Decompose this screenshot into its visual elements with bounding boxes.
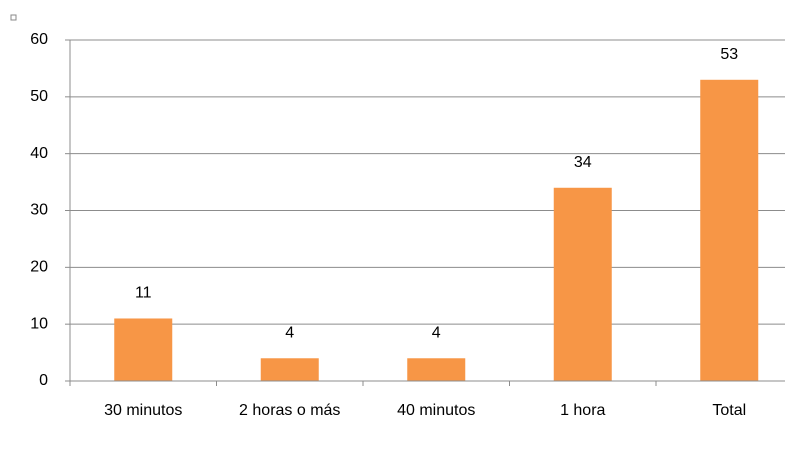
y-tick-label: 0 <box>39 372 48 389</box>
x-tick-label: 2 horas o más <box>239 402 341 419</box>
x-tick-label: 40 minutos <box>397 402 476 419</box>
data-label: 11 <box>135 285 152 302</box>
y-tick-label: 40 <box>30 145 48 162</box>
data-label: 53 <box>720 46 738 63</box>
bar <box>553 187 612 381</box>
bar <box>114 318 173 381</box>
bar <box>700 79 759 382</box>
bar <box>407 358 466 381</box>
x-tick-label: Total <box>712 402 747 419</box>
y-tick-label: 60 <box>30 31 48 48</box>
y-tick-label: 30 <box>30 202 48 219</box>
data-label: 4 <box>432 324 441 341</box>
corner-icon <box>10 14 17 21</box>
x-tick-label: 1 hora <box>560 402 606 419</box>
y-tick-label: 50 <box>30 88 48 105</box>
y-tick-label: 10 <box>30 315 48 332</box>
y-tick-label: 20 <box>30 259 48 276</box>
data-label: 4 <box>285 324 294 341</box>
x-tick-label: 30 minutos <box>104 402 183 419</box>
data-label: 34 <box>574 154 592 171</box>
bar <box>260 358 319 381</box>
